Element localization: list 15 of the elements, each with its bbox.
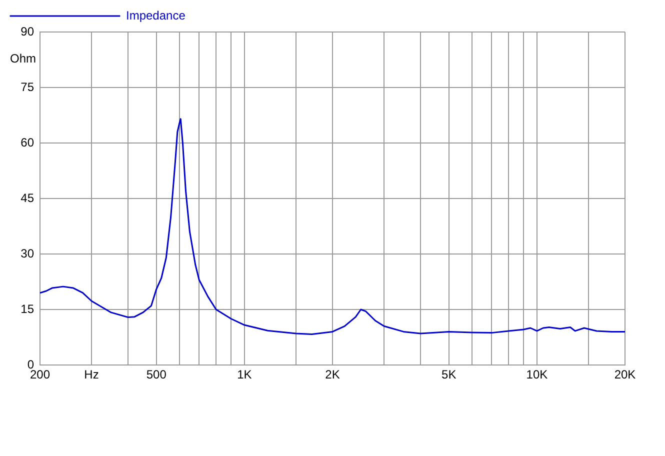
y-tick-label: 30	[20, 246, 34, 260]
y-tick-label: 15	[20, 302, 34, 316]
x-tick-label: 1K	[237, 368, 252, 382]
x-tick-label: 500	[146, 368, 167, 382]
x-tick-label: 20K	[614, 368, 636, 382]
y-tick-label: 60	[20, 135, 34, 150]
x-tick-label: Hz	[84, 368, 99, 382]
text: Impedance	[126, 8, 186, 22]
x-tick-label: 2K	[325, 368, 340, 382]
y-tick-label: 90	[20, 24, 34, 38]
x-tick-label: 5K	[442, 368, 456, 382]
x-tick-label: 10K	[526, 368, 548, 382]
y-axis-title: Ohm	[10, 51, 36, 66]
y-tick-label: 45	[20, 190, 34, 205]
y-tick-label: 75	[20, 80, 34, 94]
